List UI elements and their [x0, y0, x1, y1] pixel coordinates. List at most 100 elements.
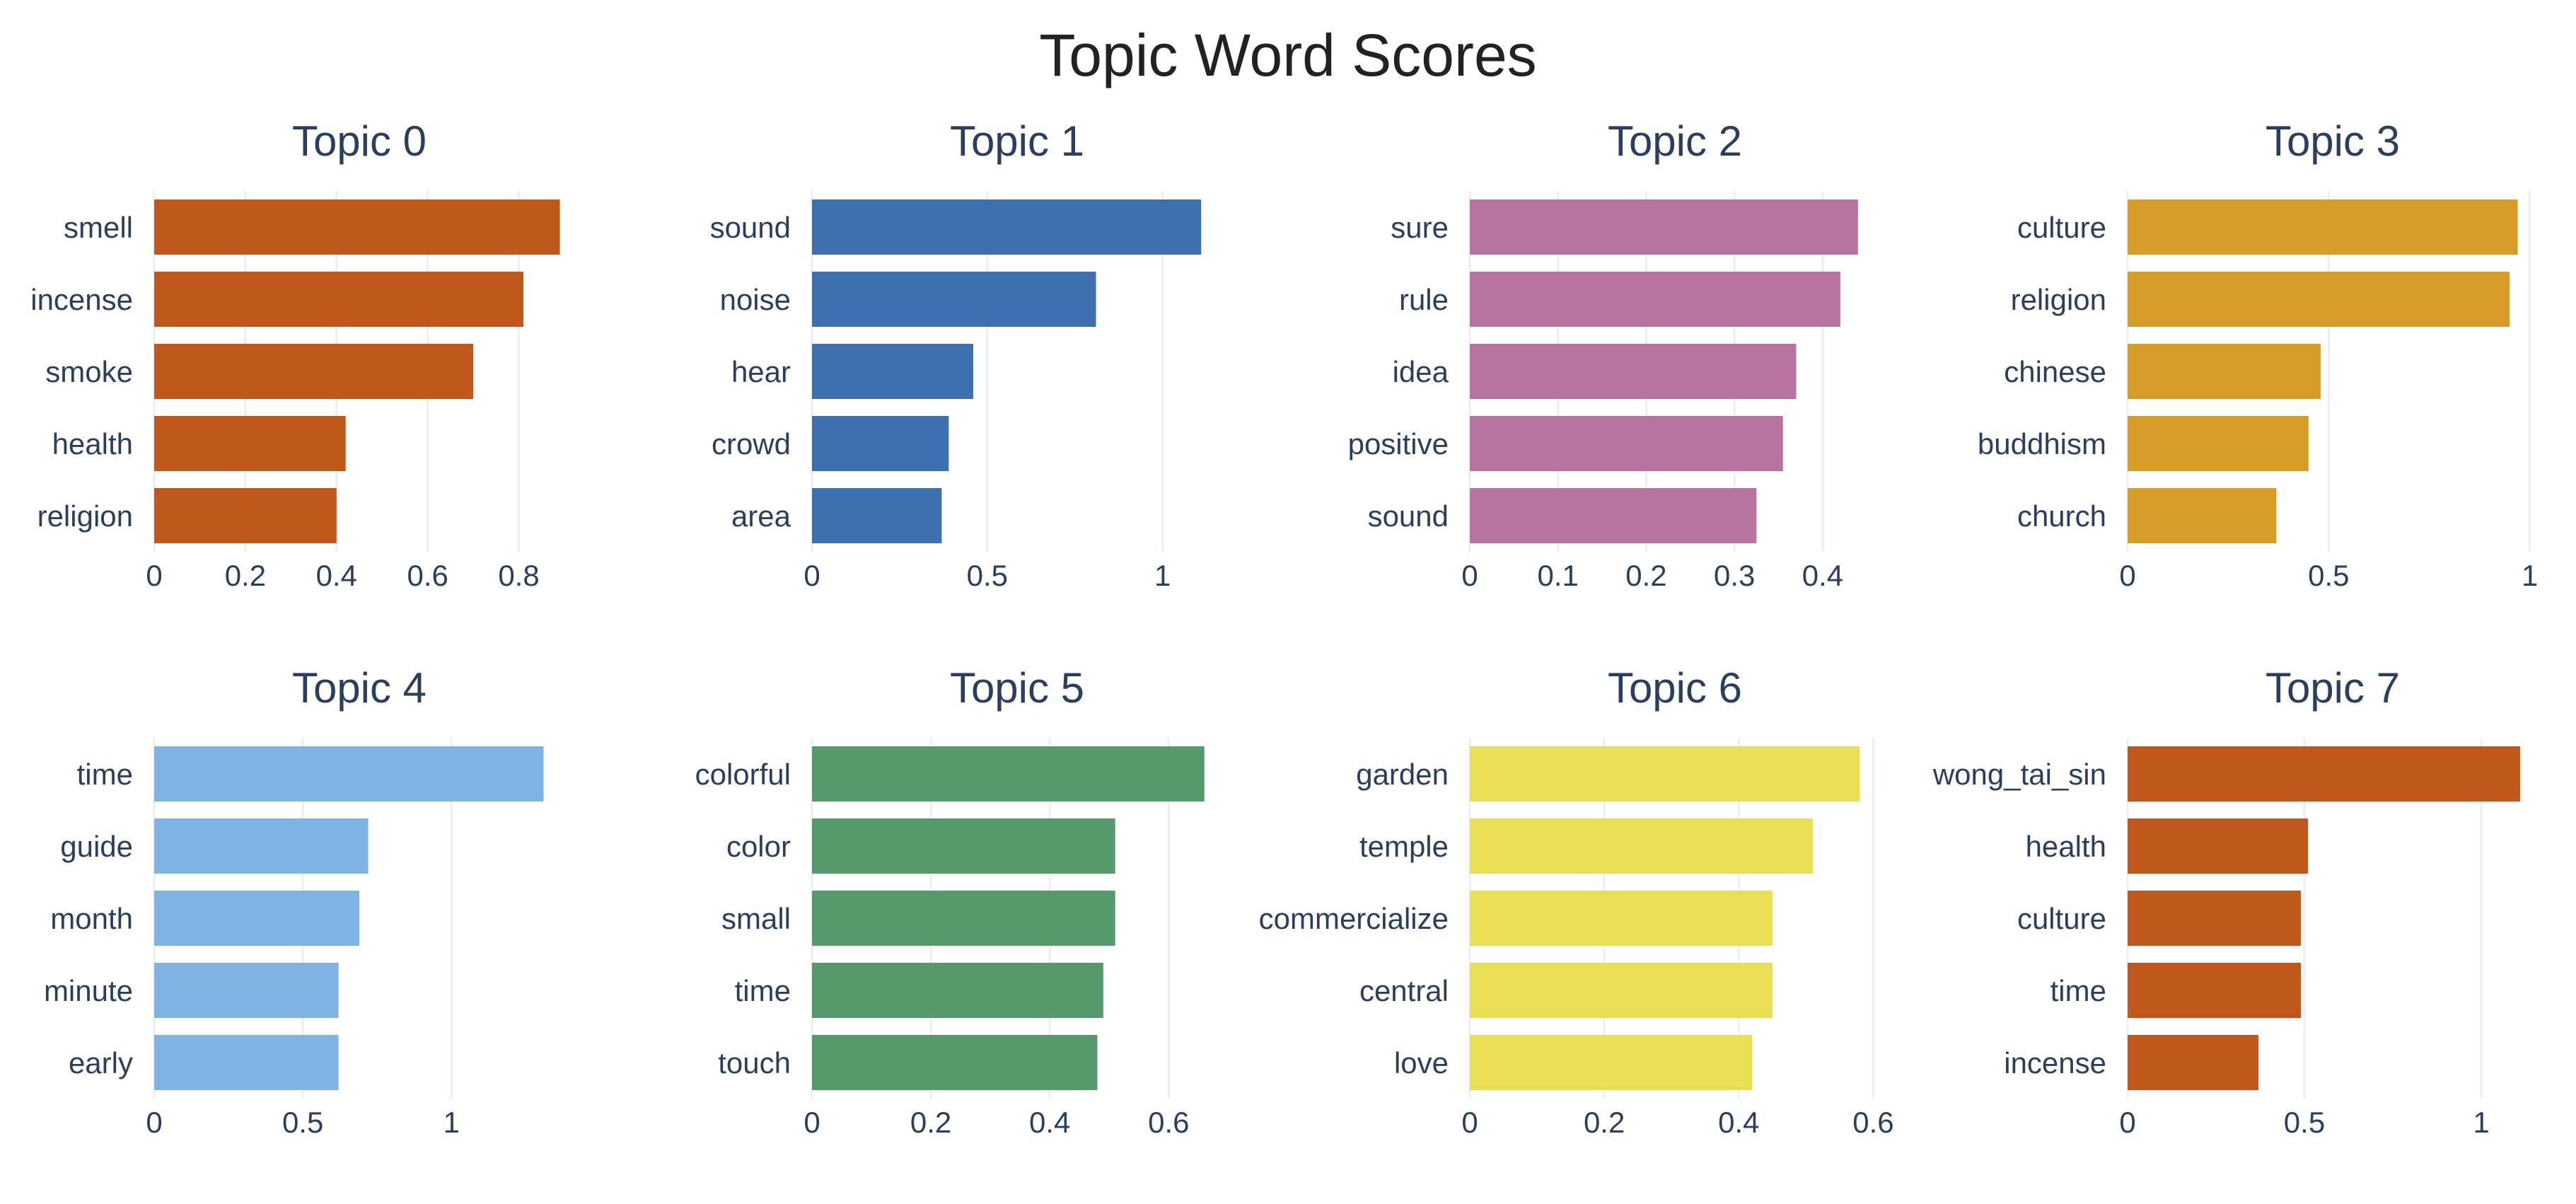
subplot-title-1: Topic 1	[950, 117, 1084, 165]
subplot-title-6: Topic 6	[1608, 664, 1742, 712]
bar-4-early	[154, 1035, 339, 1090]
y-tick-label-5-1: color	[726, 830, 791, 863]
x-tick-label-5-3: 0.6	[1148, 1106, 1189, 1139]
y-tick-label-2-1: rule	[1399, 283, 1449, 316]
bar-3-church	[2128, 488, 2277, 543]
y-tick-label-0-4: religion	[37, 499, 133, 533]
bar-5-colorful	[812, 746, 1205, 801]
bar-5-color	[812, 818, 1115, 874]
y-tick-label-3-0: culture	[2017, 211, 2106, 244]
y-tick-label-4-3: minute	[44, 974, 133, 1007]
x-tick-label-1-1: 0.5	[967, 559, 1008, 592]
bar-0-incense	[154, 272, 523, 327]
bar-1-noise	[812, 272, 1096, 327]
y-tick-label-5-0: colorful	[695, 758, 791, 791]
bar-7-incense	[2128, 1035, 2258, 1090]
bar-5-touch	[812, 1035, 1098, 1090]
y-tick-label-1-2: hear	[731, 355, 791, 388]
bar-7-health	[2128, 818, 2308, 874]
y-tick-label-0-3: health	[52, 427, 133, 461]
y-tick-label-0-0: smell	[64, 211, 133, 244]
y-tick-label-5-2: small	[721, 902, 791, 935]
y-tick-label-4-2: month	[50, 902, 133, 935]
y-tick-label-2-0: sure	[1391, 211, 1449, 244]
x-tick-label-6-0: 0	[1461, 1106, 1478, 1139]
bar-4-guide	[154, 818, 369, 874]
y-tick-label-7-4: incense	[2004, 1046, 2106, 1079]
bar-3-religion	[2128, 272, 2510, 327]
subplot-title-7: Topic 7	[2265, 664, 2400, 712]
x-tick-label-5-1: 0.2	[910, 1106, 951, 1139]
bar-3-buddhism	[2128, 416, 2309, 471]
y-tick-label-2-2: idea	[1393, 355, 1449, 388]
bar-2-sure	[1470, 199, 1858, 255]
x-tick-label-2-2: 0.2	[1625, 559, 1666, 592]
bar-4-month	[154, 891, 359, 946]
bar-6-temple	[1470, 818, 1813, 874]
x-tick-label-3-0: 0	[2119, 559, 2135, 592]
x-tick-label-7-2: 1	[2473, 1106, 2489, 1139]
bar-6-central	[1470, 963, 1773, 1018]
bar-0-religion	[154, 488, 337, 543]
y-tick-label-6-2: commercialize	[1259, 902, 1449, 935]
y-tick-label-4-0: time	[77, 758, 133, 791]
x-tick-label-0-3: 0.6	[407, 559, 448, 592]
y-tick-label-3-3: buddhism	[1978, 427, 2106, 461]
bar-1-sound	[812, 199, 1202, 255]
subplot-title-5: Topic 5	[950, 664, 1084, 712]
x-tick-label-1-2: 1	[1154, 559, 1171, 592]
x-tick-label-7-1: 0.5	[2284, 1106, 2325, 1139]
y-tick-label-7-2: culture	[2017, 902, 2106, 935]
bar-2-idea	[1470, 344, 1797, 399]
x-tick-label-5-0: 0	[803, 1106, 820, 1139]
bar-2-rule	[1470, 272, 1840, 327]
y-tick-label-1-1: noise	[720, 283, 791, 316]
x-tick-label-6-1: 0.2	[1584, 1106, 1625, 1139]
bar-3-chinese	[2128, 344, 2321, 399]
x-tick-label-5-2: 0.4	[1029, 1106, 1070, 1139]
x-tick-label-2-3: 0.3	[1714, 559, 1755, 592]
bar-5-time	[812, 963, 1103, 1018]
bar-4-minute	[154, 963, 339, 1018]
y-tick-label-2-3: positive	[1348, 427, 1449, 461]
y-tick-label-1-3: crowd	[712, 427, 791, 461]
y-tick-label-5-3: time	[735, 974, 791, 1007]
x-tick-label-1-0: 0	[803, 559, 820, 592]
bar-4-time	[154, 746, 544, 801]
x-tick-label-4-0: 0	[146, 1106, 162, 1139]
bar-0-health	[154, 416, 346, 471]
y-tick-label-7-1: health	[2026, 830, 2106, 863]
y-tick-label-7-0: wong_tai_sin	[1932, 758, 2106, 791]
figure-title: Topic Word Scores	[1039, 22, 1537, 88]
bar-6-garden	[1470, 746, 1860, 801]
y-tick-label-5-4: touch	[718, 1046, 791, 1079]
y-tick-label-6-3: central	[1359, 974, 1449, 1007]
bar-2-positive	[1470, 416, 1783, 471]
y-tick-label-0-1: incense	[30, 283, 133, 316]
bar-6-commercialize	[1470, 891, 1773, 946]
x-tick-label-6-3: 0.6	[1852, 1106, 1893, 1139]
x-tick-label-6-2: 0.4	[1718, 1106, 1759, 1139]
y-tick-label-1-0: sound	[710, 211, 791, 244]
y-tick-label-4-4: early	[69, 1046, 133, 1079]
bar-1-hear	[812, 344, 974, 399]
y-tick-label-6-4: love	[1394, 1046, 1449, 1079]
bar-1-crowd	[812, 416, 949, 471]
y-tick-label-4-1: guide	[60, 830, 133, 863]
y-tick-label-1-4: area	[731, 499, 791, 533]
bar-7-time	[2128, 963, 2301, 1018]
bar-2-sound	[1470, 488, 1757, 543]
x-tick-label-0-0: 0	[146, 559, 162, 592]
y-tick-label-3-1: religion	[2011, 283, 2106, 316]
x-tick-label-0-4: 0.8	[498, 559, 539, 592]
bar-1-area	[812, 488, 942, 543]
y-tick-label-3-2: chinese	[2004, 355, 2106, 388]
y-tick-label-6-1: temple	[1359, 830, 1449, 863]
y-tick-label-6-0: garden	[1356, 758, 1449, 791]
subplot-title-2: Topic 2	[1608, 117, 1742, 165]
x-tick-label-4-2: 1	[443, 1106, 460, 1139]
x-tick-label-2-1: 0.1	[1538, 559, 1579, 592]
subplot-title-0: Topic 0	[292, 117, 427, 165]
bar-6-love	[1470, 1035, 1753, 1090]
